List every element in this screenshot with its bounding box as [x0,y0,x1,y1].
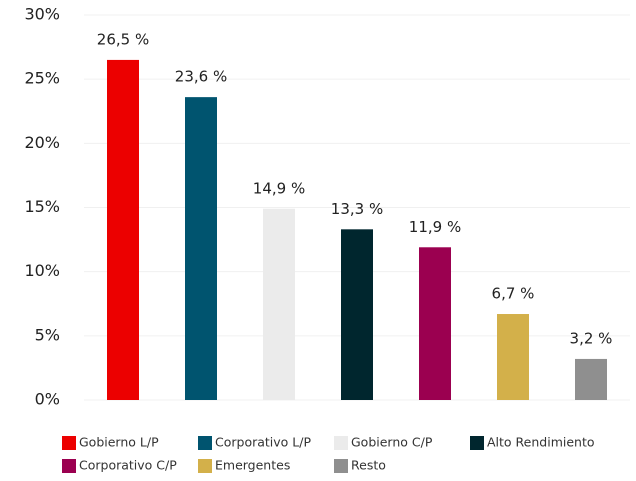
value-label: 6,7 % [492,285,535,303]
value-label: 26,5 % [97,30,149,48]
legend-swatch [334,459,348,473]
legend-label: Corporativo L/P [215,435,311,450]
y-tick-label: 0% [35,390,60,409]
legend-label: Gobierno L/P [79,435,159,450]
y-tick-label: 5% [35,325,60,344]
legend-swatch [334,436,348,450]
y-tick-label: 30% [24,5,60,24]
value-label: 3,2 % [570,329,613,347]
bar [497,314,529,400]
bar [263,208,295,400]
value-label: 14,9 % [253,179,305,197]
legend-label: Corporativo C/P [79,458,177,473]
legend-label: Emergentes [215,458,290,473]
bar [575,358,607,400]
legend-swatch [62,459,76,473]
y-tick-label: 25% [24,69,60,88]
legend-label: Gobierno C/P [351,435,433,450]
value-label: 23,6 % [175,68,227,86]
legend-swatch [62,436,76,450]
legend-label: Alto Rendimiento [487,435,595,450]
y-tick-label: 10% [24,261,60,280]
value-label: 11,9 % [409,218,461,236]
legend-swatch [198,436,212,450]
legend-swatch [470,436,484,450]
bar [107,59,139,401]
y-tick-label: 15% [24,197,60,216]
value-label: 13,3 % [331,200,383,218]
y-tick-label: 20% [24,133,60,152]
bar [341,229,373,400]
bar [185,97,217,400]
legend-swatch [198,459,212,473]
legend-label: Resto [351,458,386,473]
bar [419,247,451,400]
